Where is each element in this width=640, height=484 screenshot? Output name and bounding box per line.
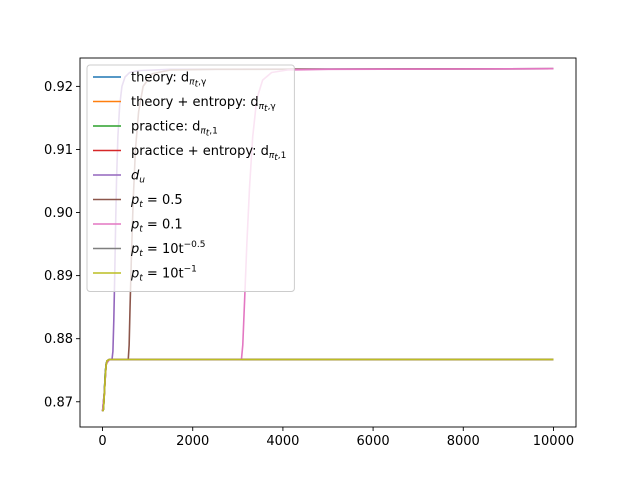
- series-line-8: [101, 358, 554, 412]
- legend-label-8: pt = 10t−1: [130, 265, 197, 284]
- x-tick-label: 6000: [357, 434, 390, 449]
- x-tick-label: 4000: [266, 434, 299, 449]
- y-tick-label: 0.88: [44, 332, 73, 347]
- y-tick-label: 0.89: [44, 269, 73, 284]
- legend-label-3: practice + entropy: dπt,1: [131, 144, 286, 163]
- x-tick-label: 10000: [533, 434, 574, 449]
- y-tick-label: 0.91: [44, 143, 73, 158]
- legend-label-0: theory: dπt,γ: [131, 71, 207, 90]
- legend-box: [86, 64, 295, 292]
- y-tick-label: 0.90: [44, 206, 73, 221]
- plot-frame: [79, 57, 577, 428]
- legend-label-5: pt = 0.5: [130, 193, 183, 210]
- x-tick-label: 2000: [176, 434, 209, 449]
- legend-label-2: practice: dπt,1: [131, 120, 218, 139]
- x-tick-label: 0: [98, 434, 106, 449]
- y-tick-label: 0.92: [44, 80, 73, 95]
- x-tick-label: 8000: [447, 434, 480, 449]
- legend-label-4: du: [131, 169, 145, 186]
- legend-label-1: theory + entropy: dπt,γ: [131, 95, 276, 114]
- legend-label-7: pt = 10t−0.5: [130, 240, 205, 259]
- y-tick-label: 0.87: [44, 395, 73, 410]
- legend: theory: dπt,γ theory + entropy: dπt,γ prac…: [86, 64, 295, 292]
- legend-label-6: pt = 0.1: [130, 218, 183, 235]
- axes-layer: 0 2000 4000 6000 8000 10000 0.87 0.88 0.89 0.90 0.…: [44, 57, 577, 449]
